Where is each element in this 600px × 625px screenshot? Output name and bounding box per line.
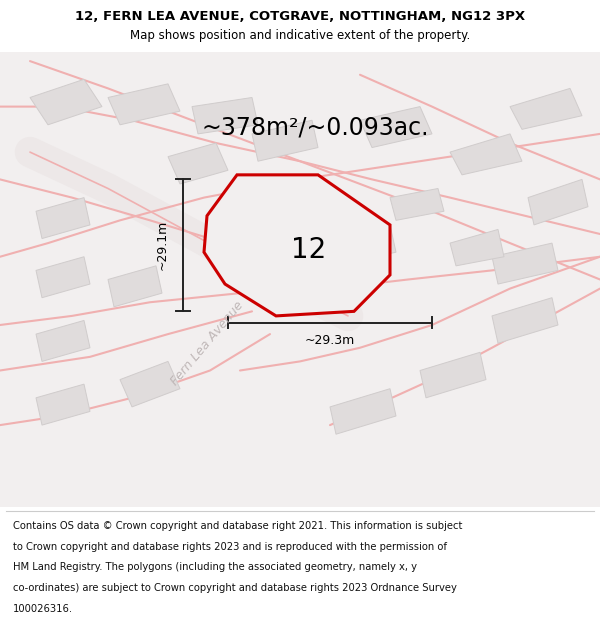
Text: co-ordinates) are subject to Crown copyright and database rights 2023 Ordnance S: co-ordinates) are subject to Crown copyr…: [13, 583, 457, 593]
Text: ~29.3m: ~29.3m: [305, 334, 355, 348]
Polygon shape: [492, 243, 558, 284]
Polygon shape: [264, 243, 330, 279]
Polygon shape: [36, 257, 90, 298]
Polygon shape: [390, 189, 444, 221]
Text: HM Land Registry. The polygons (including the associated geometry, namely x, y: HM Land Registry. The polygons (includin…: [13, 562, 417, 572]
Polygon shape: [192, 98, 258, 134]
Polygon shape: [450, 134, 522, 175]
Polygon shape: [330, 389, 396, 434]
Text: 12, FERN LEA AVENUE, COTGRAVE, NOTTINGHAM, NG12 3PX: 12, FERN LEA AVENUE, COTGRAVE, NOTTINGHA…: [75, 11, 525, 23]
Text: 100026316.: 100026316.: [13, 604, 73, 614]
Polygon shape: [420, 352, 486, 398]
Polygon shape: [120, 361, 180, 407]
Polygon shape: [36, 321, 90, 361]
Text: to Crown copyright and database rights 2023 and is reproduced with the permissio: to Crown copyright and database rights 2…: [13, 542, 447, 552]
Text: ~378m²/~0.093ac.: ~378m²/~0.093ac.: [201, 115, 429, 139]
Text: Map shows position and indicative extent of the property.: Map shows position and indicative extent…: [130, 29, 470, 42]
Text: Contains OS data © Crown copyright and database right 2021. This information is : Contains OS data © Crown copyright and d…: [13, 521, 463, 531]
Polygon shape: [108, 266, 162, 307]
Polygon shape: [450, 229, 504, 266]
Polygon shape: [204, 175, 390, 316]
Text: 12: 12: [292, 236, 326, 264]
Polygon shape: [360, 107, 432, 148]
Polygon shape: [528, 179, 588, 225]
Text: ~29.1m: ~29.1m: [155, 220, 169, 271]
Polygon shape: [36, 198, 90, 239]
Text: Fern Lea Avenue: Fern Lea Avenue: [168, 299, 246, 388]
Polygon shape: [492, 298, 558, 343]
Polygon shape: [108, 84, 180, 125]
Polygon shape: [510, 88, 582, 129]
Polygon shape: [252, 120, 318, 161]
Polygon shape: [36, 384, 90, 425]
Polygon shape: [30, 79, 102, 125]
Polygon shape: [348, 225, 396, 261]
Polygon shape: [168, 143, 228, 184]
